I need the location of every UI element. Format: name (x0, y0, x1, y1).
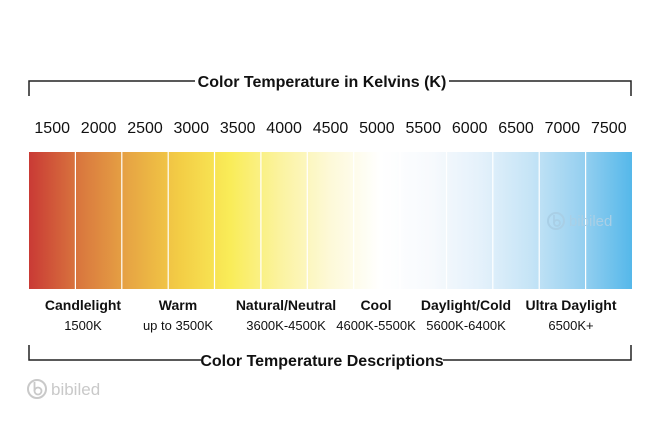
kelvin-tick-label: 4000 (266, 120, 302, 137)
kelvin-tick-label: 3000 (174, 120, 210, 137)
category-range: 5600K-6400K (426, 318, 506, 333)
category-name: Natural/Neutral (236, 297, 336, 313)
kelvin-tick-label: 7500 (591, 120, 627, 137)
bar-watermark: bibiled (547, 212, 612, 230)
kelvin-tick-label: 5500 (406, 120, 442, 137)
category-label: Candlelight 1500K (45, 297, 122, 333)
page-watermark: bibiled (27, 379, 100, 399)
kelvin-tick-label: 2000 (81, 120, 117, 137)
kelvin-tick-label: 2500 (127, 120, 163, 137)
category-name: Daylight/Cold (421, 297, 511, 313)
category-range: 4600K-5500K (336, 318, 416, 333)
kelvin-tick-label: 6000 (452, 120, 488, 137)
category-name: Ultra Daylight (525, 297, 616, 313)
kelvin-tick-label: 7000 (545, 120, 581, 137)
bibiled-logo-icon (547, 212, 565, 230)
category-label: Natural/Neutral 3600K-4500K (236, 297, 336, 333)
category-label: Warm up to 3500K (143, 297, 213, 333)
kelvin-tick-label: 6500 (498, 120, 534, 137)
kelvin-tick-label: 3500 (220, 120, 256, 137)
category-name: Candlelight (45, 297, 122, 313)
category-range: 1500K (64, 318, 102, 333)
segment-dividers (74, 152, 587, 289)
category-name: Warm (159, 297, 197, 313)
category-label: Ultra Daylight 6500K+ (525, 297, 616, 333)
bottom-bracket (28, 345, 632, 361)
kelvin-tick-labels: 1500 2000 2500 3000 3500 4000 4500 5000 5500 6000… (34, 120, 626, 137)
bibiled-logo-icon (27, 379, 47, 399)
category-range: up to 3500K (143, 318, 213, 333)
category-range: 3600K-4500K (246, 318, 326, 333)
category-labels: Candlelight 1500K Warm up to 3500K Natural/N… (45, 297, 617, 333)
bar-watermark-text: bibiled (569, 213, 612, 230)
category-name: Cool (360, 297, 391, 313)
kelvin-tick-label: 4500 (313, 120, 349, 137)
top-bracket (28, 80, 632, 96)
category-label: Cool 4600K-5500K (336, 297, 416, 333)
bottom-title: Color Temperature Descriptions (200, 353, 443, 370)
page-watermark-text: bibiled (51, 380, 100, 399)
category-label: Daylight/Cold 5600K-6400K (421, 297, 511, 333)
kelvin-tick-label: 1500 (34, 120, 70, 137)
category-range: 6500K+ (548, 318, 593, 333)
kelvin-tick-label: 5000 (359, 120, 395, 137)
top-title: Color Temperature in Kelvins (K) (198, 74, 447, 91)
color-spectrum-bar (29, 152, 632, 289)
